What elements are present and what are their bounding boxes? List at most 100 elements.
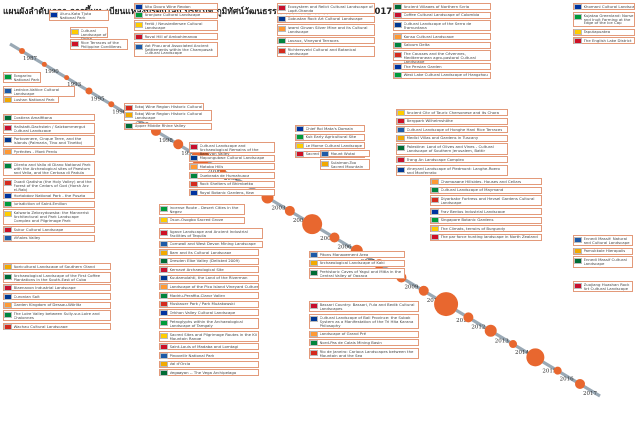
country-flag-icon bbox=[296, 142, 304, 149]
heritage-site-entry: Rio de Janeiro: Carioca Landscapes betwe… bbox=[309, 348, 419, 360]
year-dot bbox=[509, 340, 518, 349]
site-name: Mapungubwe Cultural Landscape bbox=[199, 156, 265, 161]
heritage-site-entry: Madriu-Perafita-Claror Valley bbox=[159, 292, 259, 299]
country-flag-icon bbox=[160, 258, 168, 265]
heritage-site-entry: Richtersveld Cultural and Botanical Land… bbox=[277, 45, 375, 57]
heritage-site-entry: Konso Cultural Landscape bbox=[393, 33, 491, 40]
heritage-site-entry: Diyarbakır Fortress and Hevsel Gardens C… bbox=[430, 195, 542, 207]
country-flag-icon bbox=[394, 3, 402, 10]
country-flag-icon bbox=[4, 226, 12, 233]
site-name: West Lake Cultural Landscape of Hangzhou bbox=[403, 73, 488, 78]
heritage-site-entry: Mount Wutai bbox=[320, 150, 370, 157]
country-flag-icon bbox=[394, 33, 402, 40]
site-name: Bergpark Wilhelmshöhe bbox=[406, 119, 453, 124]
heritage-site-entry: Bassari Country: Bassari, Fula and Bedik… bbox=[309, 301, 419, 313]
heritage-site-entry: Sacred Sites and Pilgrimage Routes in th… bbox=[159, 330, 259, 342]
heritage-site-entry: Quebrada de Humahuaca bbox=[189, 172, 275, 179]
site-name: The Persian Garden bbox=[403, 64, 442, 69]
site-name: Blaenavon Industrial Landscape bbox=[13, 285, 76, 290]
site-name: Kuk Early Agricultural Site bbox=[305, 135, 357, 140]
heritage-site-entry: Prehistoric Caves of Yagul and Mitla in … bbox=[309, 268, 405, 280]
country-flag-icon bbox=[190, 163, 198, 170]
site-name: Taputapuatea bbox=[583, 30, 611, 35]
site-name: Archaeological Landscape of Kaki bbox=[319, 261, 385, 266]
country-flag-icon bbox=[4, 302, 12, 309]
heritage-site-entry: Incense Route - Desert Cities in the Neg… bbox=[159, 204, 245, 216]
site-name: Agricultural Landscape of Southern Öland bbox=[13, 264, 95, 269]
country-flag-icon bbox=[190, 172, 198, 179]
year-label: 2017 bbox=[583, 391, 597, 397]
year-label: 2005 bbox=[320, 236, 334, 242]
site-name: Saint-Louis of Madaba and Lomtagi bbox=[169, 344, 239, 349]
country-flag-icon bbox=[574, 237, 582, 243]
country-flag-icon bbox=[135, 12, 143, 19]
heritage-site-entry: Portovenere, Cinque Terre, and the Islan… bbox=[3, 135, 95, 147]
site-name: Matobo Hills bbox=[199, 164, 224, 169]
country-flag-icon bbox=[160, 361, 168, 368]
heritage-site-entry: Royal Hill of Ambohimanga bbox=[134, 33, 218, 40]
heritage-site-entry: Cultural Landscape of Honghe Hani Rice T… bbox=[396, 126, 508, 134]
country-flag-icon bbox=[4, 284, 12, 291]
country-flag-icon bbox=[135, 43, 143, 50]
country-flag-icon bbox=[125, 123, 133, 130]
site-name: The Climats, terroirs of Burgundy bbox=[440, 226, 506, 231]
country-flag-icon bbox=[394, 72, 402, 79]
site-name: Incense Route - Desert Cities in the Neg… bbox=[169, 206, 239, 214]
site-name: Viñales Valley bbox=[13, 236, 41, 241]
country-flag-icon bbox=[160, 241, 168, 248]
country-flag-icon bbox=[160, 217, 168, 224]
site-name: Agave Landscape and Ancient Industrial F… bbox=[169, 230, 248, 238]
heritage-site-entry: Lushan National Park bbox=[3, 96, 59, 103]
site-name: Pitons Management Area bbox=[319, 252, 369, 257]
site-name: Uluru-Kata Tjuta National Park bbox=[59, 12, 92, 20]
heritage-site-entry: Aranjuez Cultural Landscape bbox=[134, 11, 218, 19]
year-label: 2016 bbox=[560, 377, 574, 383]
year-label: 2000 bbox=[208, 169, 222, 175]
year-label: 2013 bbox=[495, 339, 509, 345]
country-flag-icon bbox=[431, 234, 439, 241]
site-name: Sukur Cultural Landscape bbox=[13, 227, 64, 232]
site-name: Landscape of the Pico Island Vineyard Cu… bbox=[169, 284, 259, 289]
heritage-site-entry: Kernavė Archaeological Site bbox=[159, 266, 259, 274]
country-flag-icon bbox=[190, 144, 198, 150]
site-name: Nord-Pas de Calais Mining Basin bbox=[319, 340, 382, 345]
year-dot bbox=[284, 205, 295, 216]
site-name: Royal Hill of Ambohimanga bbox=[144, 34, 198, 39]
heritage-site-entry: Lavaux, Vineyard Terraces bbox=[277, 37, 375, 45]
heritage-site-entry: Tongariro National Park bbox=[3, 72, 41, 84]
year-label: 1993 bbox=[67, 82, 81, 88]
heritage-site-entry: Sulaiman-Too Sacred Mountain bbox=[320, 158, 370, 170]
site-name: The English Lake District bbox=[583, 38, 632, 43]
site-name: Zuojiang Huashan Rock Art Cultural Lands… bbox=[583, 283, 630, 291]
country-flag-icon bbox=[160, 206, 168, 212]
country-flag-icon bbox=[160, 249, 168, 256]
country-flag-icon bbox=[310, 350, 318, 356]
country-flag-icon bbox=[71, 29, 79, 35]
site-name: Dresden Elbe Valley (Delisted 2009) bbox=[169, 259, 240, 264]
heritage-site-entry: Khomani Cultural Landscape bbox=[573, 3, 635, 10]
site-name: Royal Botanic Gardens, Kew bbox=[199, 190, 255, 195]
country-flag-icon bbox=[310, 260, 318, 267]
heritage-site-entry: West Lake Cultural Landscape of Hangzhou bbox=[393, 71, 491, 79]
heritage-site-entry: Viñales Valley bbox=[3, 234, 95, 242]
year-label: 1987 bbox=[23, 56, 37, 62]
heritage-site-entry: The Persian Garden bbox=[393, 63, 491, 70]
heritage-site-entry: Taputapuatea bbox=[573, 28, 635, 36]
country-flag-icon bbox=[574, 29, 582, 36]
site-name: Lushan National Park bbox=[13, 97, 55, 102]
country-flag-icon bbox=[574, 3, 582, 10]
heritage-site-entry: Uluru-Kata Tjuta National Park bbox=[49, 10, 109, 22]
heritage-site-entry: Ennedi Massif Cultural Landscape bbox=[573, 256, 633, 268]
year-label: 2012 bbox=[471, 324, 485, 330]
country-flag-icon bbox=[321, 150, 329, 157]
heritage-site-entry: Hortobágy National Park - the Puszta bbox=[3, 192, 95, 199]
site-name: Osun-Osogbo Sacred Grove bbox=[169, 218, 224, 223]
country-flag-icon bbox=[4, 96, 12, 103]
site-name: Ennedi Massif Cultural Landscape bbox=[583, 258, 627, 267]
heritage-site-entry: Vat Phou and Associated Ancient Settleme… bbox=[134, 41, 218, 57]
country-flag-icon bbox=[431, 178, 439, 185]
heritage-site-entry: Sukur Cultural Landscape bbox=[3, 226, 95, 234]
site-name: Kuutamolahti, the Land of the Riverman bbox=[169, 276, 248, 281]
year-dot bbox=[19, 48, 25, 54]
year-label: 2004 bbox=[293, 218, 307, 224]
